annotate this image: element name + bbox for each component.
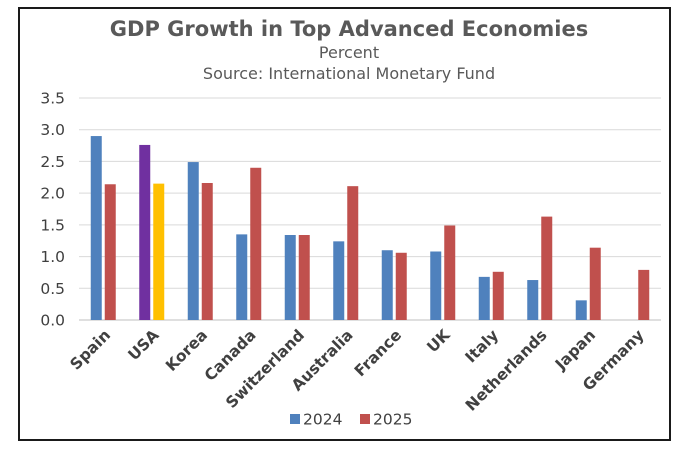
bar-australia-2025 bbox=[347, 186, 359, 320]
x-category-label: Spain bbox=[67, 326, 114, 373]
bar-netherlands-2024 bbox=[527, 280, 539, 320]
x-category-label: France bbox=[351, 326, 405, 380]
legend-marker-2024 bbox=[290, 414, 300, 424]
bar-canada-2025 bbox=[250, 167, 262, 320]
y-axis-ticks: 0.0 0.5 1.0 1.5 2.0 2.5 3.0 3.5 bbox=[40, 90, 65, 330]
bar-netherlands-2025 bbox=[541, 216, 553, 320]
bar-usa-2024 bbox=[139, 144, 151, 320]
bar-canada-2024 bbox=[236, 234, 248, 320]
x-category-label: Italy bbox=[462, 326, 502, 366]
bar-switzerland-2024 bbox=[284, 235, 296, 320]
chart-subtitle: Percent bbox=[319, 43, 379, 62]
x-category-label: USA bbox=[125, 326, 163, 364]
legend-label-2025: 2025 bbox=[373, 411, 412, 429]
y-tick-label: 3.5 bbox=[40, 90, 65, 108]
bar-italy-2024 bbox=[478, 276, 490, 320]
bar-germany-2025 bbox=[638, 269, 650, 320]
y-tick-label: 2.5 bbox=[40, 153, 65, 171]
bar-korea-2025 bbox=[201, 182, 213, 320]
bar-spain-2025 bbox=[104, 184, 116, 320]
legend-marker-2025 bbox=[360, 414, 370, 424]
chart-title: GDP Growth in Top Advanced Economies bbox=[110, 17, 588, 41]
bar-spain-2024 bbox=[90, 136, 102, 320]
y-tick-label: 2.0 bbox=[40, 185, 65, 203]
y-tick-label: 3.0 bbox=[40, 121, 65, 139]
y-tick-label: 0.5 bbox=[40, 280, 65, 298]
bar-uk-2024 bbox=[430, 251, 442, 320]
x-axis-labels: Spain USA KoreaCanadaSwitzerlandAustraliaF… bbox=[67, 325, 648, 414]
legend-label-2024: 2024 bbox=[303, 411, 342, 429]
y-tick-label: 1.5 bbox=[40, 216, 65, 234]
bar-japan-2024 bbox=[575, 300, 587, 320]
x-category-label: Korea bbox=[162, 326, 211, 375]
bar-italy-2025 bbox=[492, 271, 504, 320]
x-category-label: Japan bbox=[551, 326, 599, 374]
bar-usa-2025 bbox=[153, 183, 165, 320]
bar-korea-2024 bbox=[187, 162, 199, 320]
bar-france-2025 bbox=[395, 252, 407, 320]
gridlines bbox=[79, 97, 661, 321]
bar-france-2024 bbox=[381, 250, 393, 320]
bar-japan-2025 bbox=[589, 247, 601, 320]
bar-switzerland-2025 bbox=[298, 235, 310, 320]
bar-australia-2024 bbox=[333, 241, 345, 320]
bar-uk-2025 bbox=[444, 225, 456, 320]
bars bbox=[90, 136, 650, 320]
chart-frame bbox=[18, 7, 671, 441]
legend: 2024 2025 bbox=[290, 411, 412, 429]
y-tick-label: 1.0 bbox=[40, 248, 65, 266]
chart-source: Source: International Monetary Fund bbox=[203, 64, 495, 83]
x-category-label: UK bbox=[423, 325, 454, 356]
y-tick-label: 0.0 bbox=[40, 312, 65, 330]
